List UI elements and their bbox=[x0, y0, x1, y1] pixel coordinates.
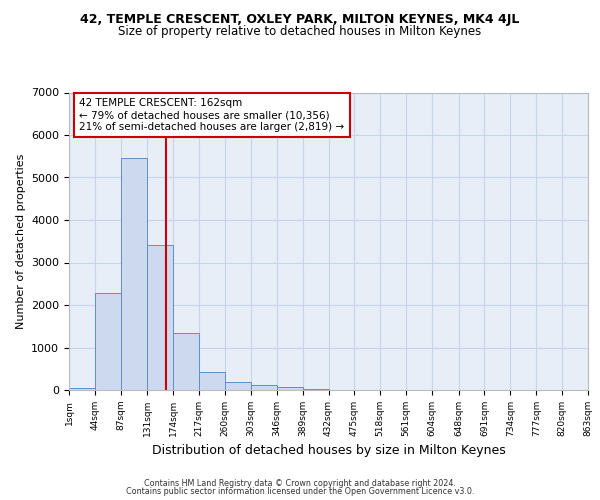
Bar bbox=[225, 382, 251, 390]
Y-axis label: Number of detached properties: Number of detached properties bbox=[16, 154, 26, 329]
X-axis label: Distribution of detached houses by size in Milton Keynes: Distribution of detached houses by size … bbox=[152, 444, 505, 458]
Bar bbox=[69, 388, 95, 390]
Bar bbox=[199, 372, 225, 390]
Text: Contains public sector information licensed under the Open Government Licence v3: Contains public sector information licen… bbox=[126, 487, 474, 496]
Bar bbox=[302, 389, 329, 390]
Text: 42, TEMPLE CRESCENT, OXLEY PARK, MILTON KEYNES, MK4 4JL: 42, TEMPLE CRESCENT, OXLEY PARK, MILTON … bbox=[80, 12, 520, 26]
Bar bbox=[277, 388, 302, 390]
Bar bbox=[251, 386, 277, 390]
Text: 42 TEMPLE CRESCENT: 162sqm
← 79% of detached houses are smaller (10,356)
21% of : 42 TEMPLE CRESCENT: 162sqm ← 79% of deta… bbox=[79, 98, 344, 132]
Bar bbox=[173, 332, 199, 390]
Bar bbox=[95, 293, 121, 390]
Text: Contains HM Land Registry data © Crown copyright and database right 2024.: Contains HM Land Registry data © Crown c… bbox=[144, 478, 456, 488]
Text: Size of property relative to detached houses in Milton Keynes: Size of property relative to detached ho… bbox=[118, 25, 482, 38]
Bar bbox=[147, 244, 173, 390]
Bar bbox=[121, 158, 147, 390]
